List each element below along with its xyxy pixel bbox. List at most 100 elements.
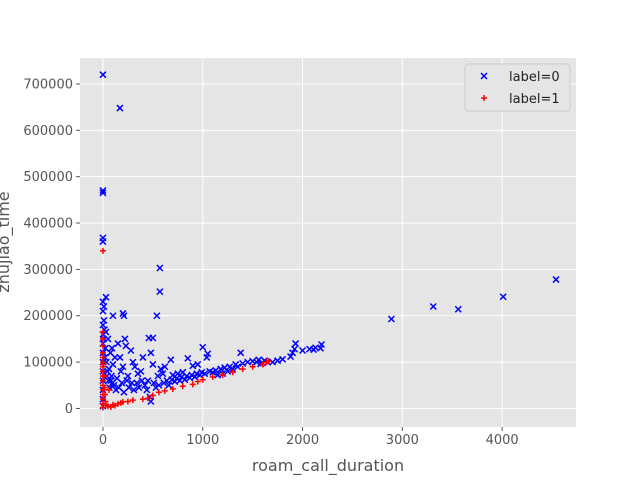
data-point <box>109 312 117 320</box>
y-tick-label: 700000 <box>23 77 73 92</box>
data-point <box>110 381 118 389</box>
data-point <box>229 369 236 376</box>
y-tick-label: 300000 <box>23 263 73 278</box>
data-point <box>552 276 560 284</box>
data-point <box>100 361 107 368</box>
data-point <box>269 358 277 366</box>
data-point <box>217 365 225 373</box>
data-point <box>161 387 168 394</box>
data-point <box>101 384 108 391</box>
x-tick-label: 2000 <box>286 433 319 448</box>
data-point <box>144 395 151 402</box>
data-point <box>114 340 122 348</box>
data-point <box>191 373 199 381</box>
data-point <box>306 345 314 353</box>
x-axis-label: roam_call_duration <box>252 456 404 476</box>
data-point <box>219 372 226 379</box>
data-point <box>165 381 173 389</box>
data-point <box>104 377 112 385</box>
legend-marker <box>480 72 488 80</box>
data-point <box>201 370 209 378</box>
data-point <box>144 377 152 385</box>
data-point <box>311 344 320 352</box>
data-point <box>99 404 106 411</box>
data-point <box>153 312 161 320</box>
data-point <box>179 383 186 390</box>
y-tick-label: 200000 <box>23 309 73 324</box>
data-point <box>199 376 206 383</box>
data-point <box>239 359 247 368</box>
legend: label=0 label=1 <box>464 63 571 112</box>
data-point <box>203 353 211 361</box>
data-point <box>116 104 124 112</box>
data-point <box>114 400 121 407</box>
data-point <box>134 370 142 378</box>
data-point <box>125 384 133 392</box>
data-point <box>149 392 156 399</box>
data-point <box>99 247 106 254</box>
data-point <box>122 342 130 350</box>
data-point <box>106 349 114 357</box>
data-point <box>99 342 106 349</box>
x-tick-label: 4000 <box>486 433 519 448</box>
data-point <box>249 357 257 365</box>
data-point <box>118 379 126 387</box>
data-point <box>289 349 297 357</box>
data-point <box>232 360 240 368</box>
data-point <box>107 372 115 380</box>
plot-area <box>80 58 576 427</box>
data-point <box>299 346 307 355</box>
data-point <box>239 366 246 373</box>
data-point <box>99 189 107 197</box>
x-tick-label: 3000 <box>386 433 419 448</box>
data-point <box>291 345 299 353</box>
legend-label: label=1 <box>509 92 560 107</box>
data-point <box>155 381 163 389</box>
data-point <box>429 302 437 311</box>
data-point <box>161 363 169 371</box>
data-point <box>265 358 272 365</box>
data-point <box>189 362 197 370</box>
data-point <box>209 373 216 380</box>
data-point <box>249 363 256 370</box>
data-point <box>133 379 141 387</box>
data-point <box>105 386 112 393</box>
data-point <box>181 376 189 384</box>
y-tick-label: 0 <box>65 402 73 417</box>
y-axis-label: zhujiao_time <box>0 191 14 292</box>
data-point <box>147 349 155 357</box>
data-point <box>143 386 151 394</box>
data-point <box>454 305 462 313</box>
data-point <box>129 397 136 404</box>
data-point <box>167 356 175 364</box>
data-point <box>102 293 110 301</box>
data-point <box>139 353 147 361</box>
data-point <box>287 353 295 361</box>
data-point <box>159 370 167 378</box>
data-point <box>149 334 157 342</box>
data-point <box>99 71 107 79</box>
data-point <box>130 386 138 394</box>
data-point <box>120 312 128 320</box>
data-point <box>155 389 162 396</box>
data-point <box>124 398 131 405</box>
data-point <box>131 363 139 371</box>
data-point <box>100 373 107 380</box>
data-point <box>184 354 192 362</box>
data-point <box>99 238 107 246</box>
data-point <box>141 381 149 389</box>
data-point <box>147 397 155 406</box>
data-point <box>274 357 282 365</box>
data-point <box>499 293 507 301</box>
data-point <box>156 288 164 296</box>
data-point <box>99 307 107 315</box>
data-point <box>121 335 129 343</box>
data-point <box>156 264 164 272</box>
data-point <box>138 377 146 385</box>
data-point <box>99 321 107 329</box>
axis-ticks: 0 1000 2000 3000 4000 0 100000 200000 300000 4000… <box>23 77 518 448</box>
data-point <box>116 353 124 361</box>
data-points <box>99 71 560 411</box>
data-point <box>292 340 300 348</box>
